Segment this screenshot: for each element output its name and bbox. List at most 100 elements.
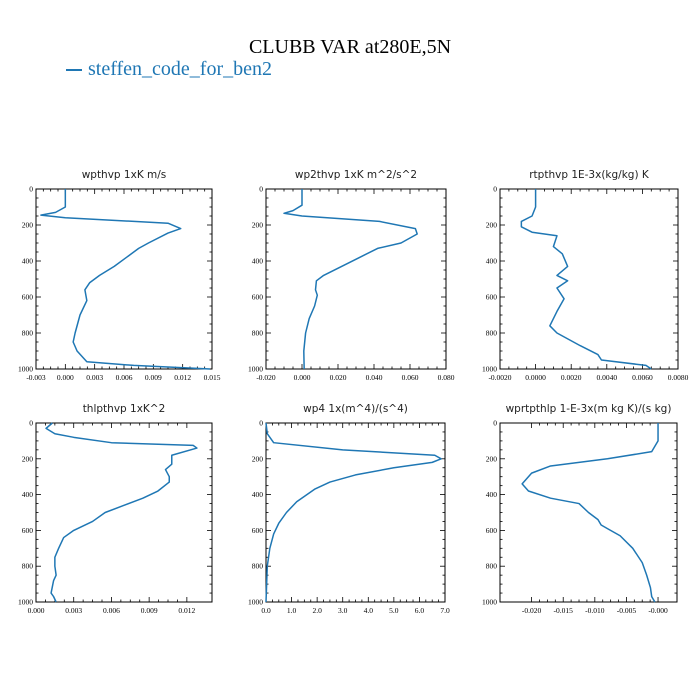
x-tick-label: 0.0020 bbox=[561, 373, 582, 382]
legend: steffen_code_for_ben2 bbox=[66, 58, 272, 81]
plot-frame bbox=[499, 188, 679, 370]
y-tick-label: 0 bbox=[493, 419, 497, 428]
y-tick-label: 200 bbox=[486, 221, 498, 230]
page-title: CLUBB VAR at280E,5N bbox=[248, 36, 452, 58]
y-tick-label: 200 bbox=[486, 454, 498, 463]
y-tick-label: 1000 bbox=[248, 365, 263, 374]
y-tick-label: 0 bbox=[29, 419, 33, 428]
x-tick-label: 0.0 bbox=[261, 606, 271, 615]
x-tick-label: -0.000 bbox=[648, 606, 668, 615]
x-tick-label: 4.0 bbox=[364, 606, 374, 615]
y-tick-label: 400 bbox=[22, 490, 34, 499]
x-tick-label: 0.003 bbox=[86, 373, 103, 382]
x-tick-label: -0.005 bbox=[617, 606, 637, 615]
x-tick-label: 5.0 bbox=[389, 606, 399, 615]
plot-frame bbox=[35, 188, 213, 370]
series-line bbox=[283, 189, 418, 370]
chart-panel-2: wp2thvp 1xK m^2/s^2 0 200 400 600 800 1000-0.0… bbox=[248, 169, 455, 382]
chart-title: wp2thvp 1xK m^2/s^2 bbox=[295, 169, 417, 181]
y-tick-label: 800 bbox=[252, 562, 264, 571]
x-tick-label: 7.0 bbox=[440, 606, 450, 615]
y-tick-label: 0 bbox=[29, 185, 33, 194]
x-tick-label: 0.009 bbox=[145, 373, 162, 382]
chart-title: wp4 1x(m^4)/(s^4) bbox=[303, 403, 408, 415]
y-tick-label: 600 bbox=[22, 293, 34, 302]
chart-panel-6: wprtpthlp 1-E-3x(m kg K)/(s kg) 0 200 400 60… bbox=[482, 403, 678, 615]
x-tick-label: 0.060 bbox=[402, 373, 419, 382]
x-tick-label: 1.0 bbox=[287, 606, 297, 615]
x-tick-label: 0.000 bbox=[28, 606, 45, 615]
y-tick-label: 400 bbox=[252, 257, 264, 266]
chart-title: wprtpthlp 1-E-3x(m kg K)/(s kg) bbox=[506, 403, 672, 415]
y-tick-label: 1000 bbox=[482, 365, 497, 374]
y-tick-label: 600 bbox=[22, 526, 34, 535]
x-tick-label: 0.003 bbox=[65, 606, 82, 615]
x-tick-label: 0.000 bbox=[57, 373, 74, 382]
x-tick-label: 0.040 bbox=[366, 373, 383, 382]
chart-panel-1: wpthvp 1xK m/s 0 200 400 600 800 1000-0.003 0.0… bbox=[18, 169, 221, 382]
series-line bbox=[45, 422, 198, 603]
x-tick-label: 0.012 bbox=[174, 373, 191, 382]
y-tick-label: 200 bbox=[252, 454, 264, 463]
x-tick-label: 0.006 bbox=[116, 373, 133, 382]
y-tick-label: 400 bbox=[22, 257, 34, 266]
x-tick-label: 3.0 bbox=[338, 606, 348, 615]
x-tick-label: 0.020 bbox=[330, 373, 347, 382]
y-tick-label: 1000 bbox=[482, 598, 497, 607]
y-tick-label: 600 bbox=[252, 293, 264, 302]
x-tick-label: 0.012 bbox=[178, 606, 195, 615]
x-tick-label: 0.080 bbox=[438, 373, 455, 382]
x-tick-label: -0.015 bbox=[554, 606, 574, 615]
plot-frame bbox=[35, 422, 213, 603]
legend-label: steffen_code_for_ben2 bbox=[88, 58, 273, 80]
legend-line-icon bbox=[66, 69, 82, 72]
x-tick-label: 0.0060 bbox=[632, 373, 653, 382]
y-tick-label: 0 bbox=[259, 185, 263, 194]
chart-title: rtpthvp 1E-3x(kg/kg) K bbox=[529, 169, 650, 181]
series-line bbox=[520, 189, 652, 370]
x-tick-label: 6.0 bbox=[415, 606, 425, 615]
y-tick-label: 800 bbox=[22, 329, 34, 338]
y-tick-label: 800 bbox=[252, 329, 264, 338]
x-tick-label: -0.010 bbox=[585, 606, 605, 615]
x-tick-label: 0.006 bbox=[103, 606, 120, 615]
x-tick-label: -0.020 bbox=[256, 373, 276, 382]
series-line bbox=[521, 423, 659, 603]
chart-title: thlpthvp 1xK^2 bbox=[83, 403, 166, 415]
series-line bbox=[265, 422, 442, 603]
y-tick-label: 800 bbox=[486, 329, 498, 338]
y-tick-label: 200 bbox=[252, 221, 264, 230]
y-tick-label: 0 bbox=[493, 185, 497, 194]
x-tick-label: -0.003 bbox=[26, 373, 46, 382]
y-tick-label: 800 bbox=[22, 562, 34, 571]
x-tick-label: 0.015 bbox=[204, 373, 221, 382]
x-tick-label: 2.0 bbox=[312, 606, 322, 615]
plot-frame bbox=[265, 188, 447, 370]
x-tick-label: 0.009 bbox=[141, 606, 158, 615]
chart-title: wpthvp 1xK m/s bbox=[82, 169, 167, 181]
x-tick-label: 0.000 bbox=[294, 373, 311, 382]
y-tick-label: 1000 bbox=[18, 365, 33, 374]
y-tick-label: 1000 bbox=[248, 598, 263, 607]
y-tick-label: 1000 bbox=[18, 598, 33, 607]
x-tick-label: 0.0040 bbox=[596, 373, 617, 382]
chart-panel-3: rtpthvp 1E-3x(kg/kg) K 0 200 400 600 800 1000-… bbox=[482, 169, 689, 382]
y-tick-label: 600 bbox=[486, 293, 498, 302]
y-tick-label: 200 bbox=[22, 221, 34, 230]
x-tick-label: 0.0080 bbox=[668, 373, 689, 382]
y-tick-label: 400 bbox=[486, 257, 498, 266]
x-tick-label: -0.020 bbox=[522, 606, 542, 615]
x-tick-label: 0.0000 bbox=[525, 373, 546, 382]
y-tick-label: 800 bbox=[486, 562, 498, 571]
series-line bbox=[40, 189, 211, 370]
y-tick-label: 600 bbox=[486, 526, 498, 535]
y-tick-label: 600 bbox=[252, 526, 264, 535]
y-tick-label: 0 bbox=[259, 419, 263, 428]
y-tick-label: 400 bbox=[252, 490, 264, 499]
y-tick-label: 400 bbox=[486, 490, 498, 499]
x-tick-label: -0.0020 bbox=[488, 373, 511, 382]
y-tick-label: 200 bbox=[22, 454, 34, 463]
